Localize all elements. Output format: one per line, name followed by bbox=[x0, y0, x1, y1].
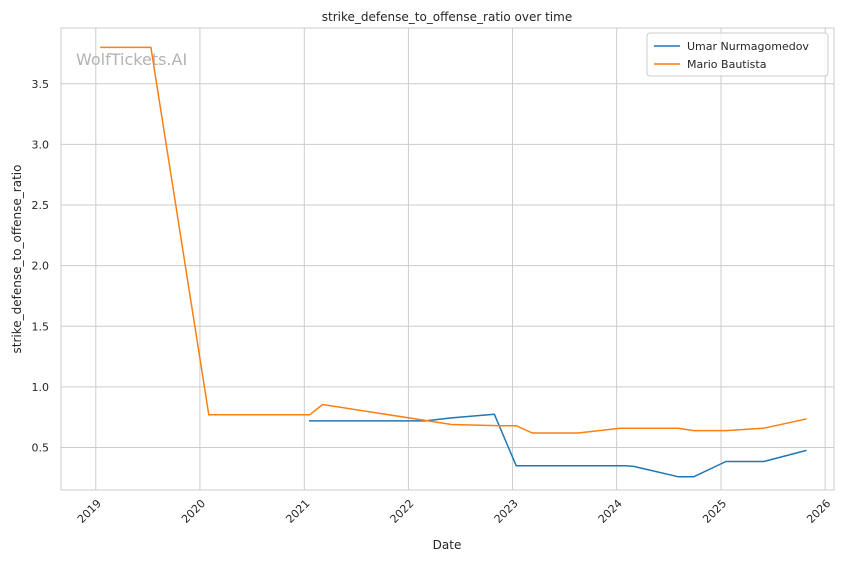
x-axis-label: Date bbox=[433, 538, 462, 552]
y-tick-label: 3.0 bbox=[32, 138, 50, 151]
y-axis-label: strike_defense_to_offense_ratio bbox=[10, 165, 24, 354]
legend-box bbox=[646, 32, 829, 77]
watermark-text: WolfTickets.AI bbox=[76, 50, 187, 69]
y-tick-labels: 0.5 1.0 1.5 2.0 2.5 3.0 3.5 bbox=[32, 78, 50, 455]
legend-label: Mario Bautista bbox=[687, 58, 766, 71]
legend: Umar Nurmagomedov Mario Bautista bbox=[646, 32, 829, 77]
y-tick-label: 2.5 bbox=[32, 199, 50, 212]
y-tick-label: 0.5 bbox=[32, 442, 50, 455]
y-tick-label: 3.5 bbox=[32, 78, 50, 91]
chart-title: strike_defense_to_offense_ratio over tim… bbox=[322, 10, 572, 24]
y-tick-label: 1.5 bbox=[32, 320, 50, 333]
legend-label: Umar Nurmagomedov bbox=[687, 40, 809, 53]
series-line-1 bbox=[100, 46, 807, 434]
series-layer bbox=[100, 46, 807, 478]
plot-area bbox=[60, 27, 835, 491]
grid bbox=[61, 28, 834, 490]
series-line-0 bbox=[308, 413, 807, 478]
y-tick-label: 2.0 bbox=[32, 260, 50, 273]
y-tick-label: 1.0 bbox=[32, 381, 50, 394]
